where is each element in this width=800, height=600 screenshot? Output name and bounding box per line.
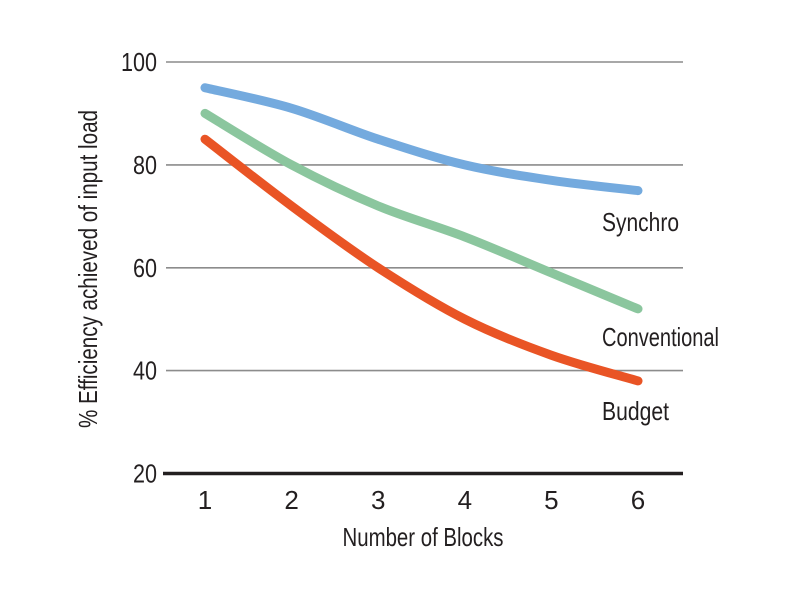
x-tick-label-5: 5 (544, 485, 558, 515)
series-label-conventional: Conventional (602, 322, 719, 352)
series-label-synchro: Synchro (602, 207, 679, 237)
y-axis-title: % Efficiency achieved of input load (73, 110, 103, 428)
y-tick-label-80: 80 (133, 150, 157, 180)
y-tick-label-40: 40 (133, 356, 157, 386)
x-tick-label-1: 1 (198, 485, 212, 515)
x-tick-label-4: 4 (458, 485, 472, 515)
y-tick-label-100: 100 (121, 47, 157, 77)
x-axis-title: Number of Blocks (343, 522, 504, 552)
series-line-synchro (200, 83, 643, 196)
series-label-budget: Budget (602, 396, 670, 426)
x-tick-label-2: 2 (284, 485, 298, 515)
series-line-budget (200, 134, 643, 386)
x-tick-label-3: 3 (371, 485, 385, 515)
y-tick-label-60: 60 (133, 253, 157, 283)
x-tick-label-6: 6 (631, 485, 645, 515)
y-tick-label-20: 20 (133, 459, 157, 489)
series-line-conventional (200, 108, 643, 314)
